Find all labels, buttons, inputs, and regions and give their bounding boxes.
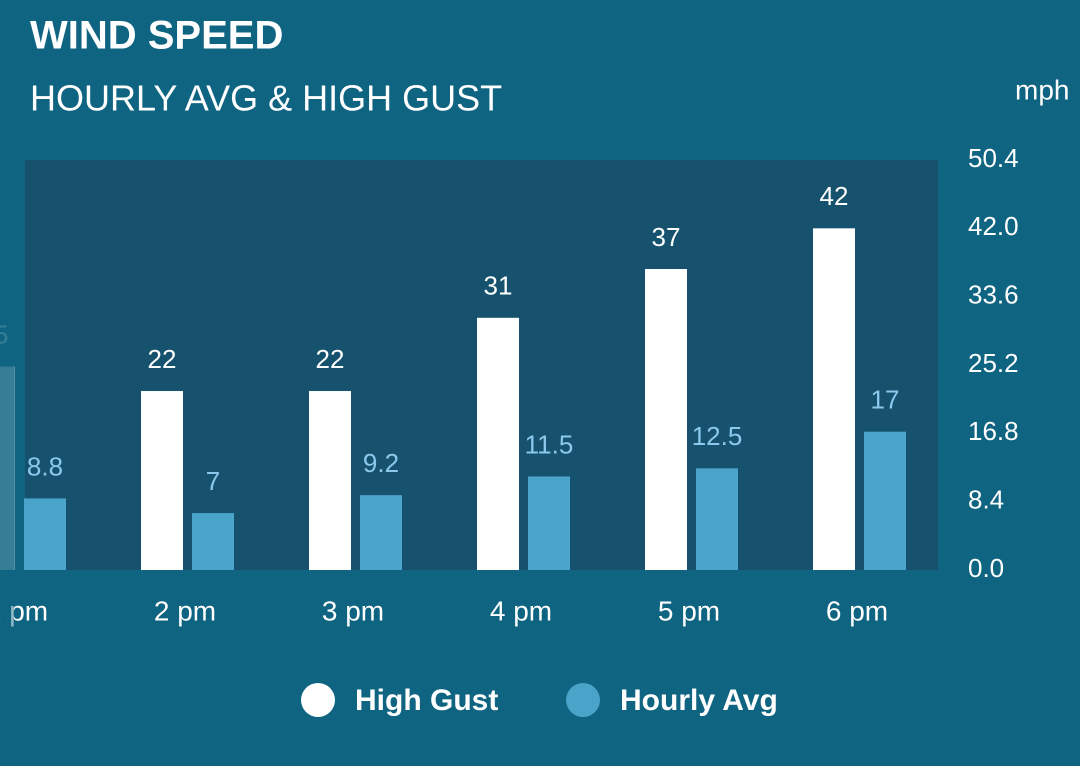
value-label: 22 bbox=[316, 344, 345, 374]
value-label: 25 bbox=[0, 320, 8, 350]
value-label: 42 bbox=[820, 181, 849, 211]
legend-swatch bbox=[301, 683, 335, 717]
bar bbox=[141, 391, 183, 570]
value-label: 11.5 bbox=[525, 429, 574, 459]
value-label: 7 bbox=[206, 466, 220, 496]
value-label: 37 bbox=[652, 222, 681, 252]
bar bbox=[360, 495, 402, 570]
chart-title: WIND SPEED bbox=[30, 14, 283, 58]
legend-label: High Gust bbox=[355, 684, 498, 717]
bar bbox=[0, 366, 15, 570]
y-tick-label: 42.0 bbox=[968, 211, 1019, 241]
x-tick-label: 6 pm bbox=[826, 595, 888, 626]
y-tick-label: 8.4 bbox=[968, 485, 1004, 515]
bar bbox=[813, 228, 855, 571]
x-tick-label: 5 pm bbox=[658, 595, 720, 626]
y-tick-label: 16.8 bbox=[968, 416, 1019, 446]
legend-swatch bbox=[566, 683, 600, 717]
value-label: 31 bbox=[484, 271, 513, 301]
value-label: 9.2 bbox=[363, 448, 399, 478]
legend: High Gust Hourly Avg bbox=[301, 683, 778, 717]
value-label: 22 bbox=[148, 344, 177, 374]
x-tick-label: 3 pm bbox=[322, 595, 384, 626]
bar bbox=[192, 513, 234, 570]
value-label: 17 bbox=[871, 385, 900, 415]
bar bbox=[477, 317, 519, 570]
x-tick-label: 2 pm bbox=[154, 595, 216, 626]
bar bbox=[528, 476, 570, 570]
x-tick-label: 1 pm bbox=[0, 595, 48, 626]
y-tick-label: 25.2 bbox=[968, 348, 1019, 378]
value-label: 12.5 bbox=[692, 421, 743, 451]
value-label: 8.8 bbox=[27, 451, 63, 481]
bar bbox=[645, 269, 687, 570]
edge-fade bbox=[0, 300, 14, 640]
bar bbox=[696, 468, 738, 570]
bar bbox=[309, 391, 351, 570]
y-tick-label: 33.6 bbox=[968, 280, 1019, 310]
legend-label: Hourly Avg bbox=[620, 684, 778, 717]
y-tick-label: 50.4 bbox=[968, 143, 1019, 173]
x-tick-label: 4 pm bbox=[490, 595, 552, 626]
bar bbox=[864, 431, 906, 570]
y-tick-label: 0.0 bbox=[968, 553, 1004, 583]
chart-subtitle: HOURLY AVG & HIGH GUST bbox=[30, 78, 502, 119]
bar bbox=[24, 498, 66, 570]
plot: 0.0 8.4 16.8 25.2 33.6 42.0 50.4 1 pm 25 8.8 2 pm 2… bbox=[0, 143, 1019, 626]
y-axis-label: mph bbox=[1015, 74, 1069, 105]
